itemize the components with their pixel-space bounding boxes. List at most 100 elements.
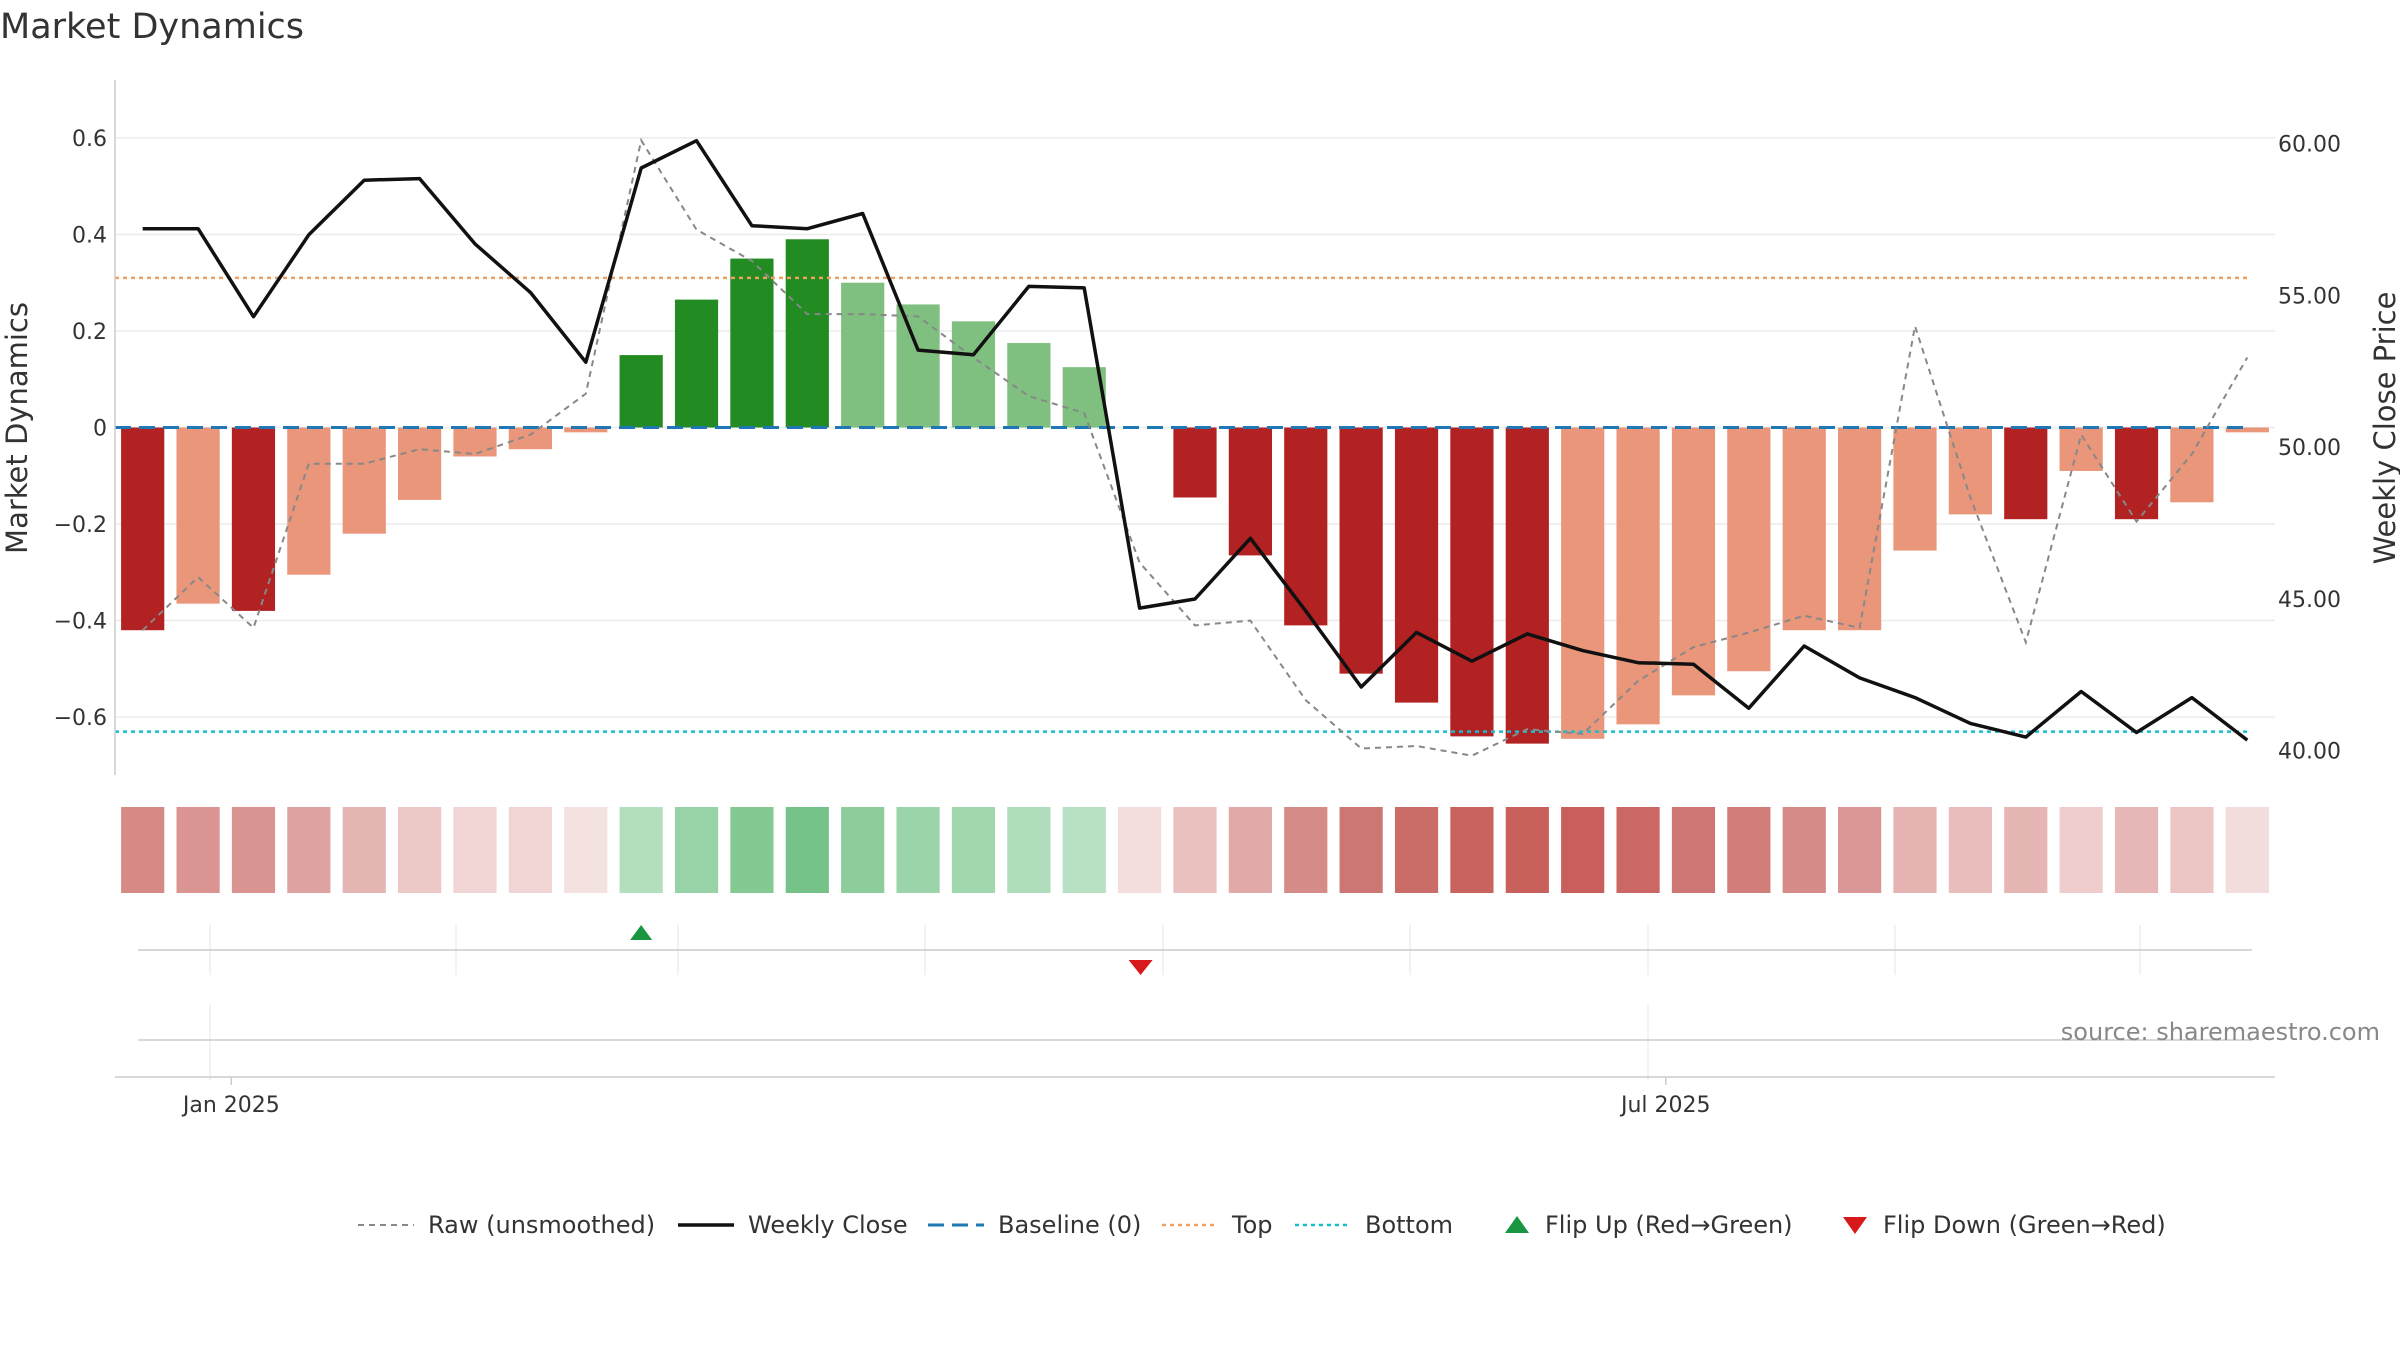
y-left-tick-label: −0.2 xyxy=(54,513,107,538)
weekly-close-line xyxy=(142,138,2249,742)
grid-lines xyxy=(115,137,2275,1080)
heat-cell xyxy=(1173,807,1217,893)
heat-cell xyxy=(508,807,552,893)
legend-flip-up-symbol xyxy=(1505,1216,1529,1233)
heat-cell xyxy=(231,807,276,893)
bar xyxy=(1782,427,1826,631)
y-axis-right-title: Weekly Close Price xyxy=(2368,292,2400,565)
bar xyxy=(1284,427,1328,626)
y-left-tick-label: 0 xyxy=(93,417,107,442)
bar xyxy=(231,427,276,611)
heat-cell xyxy=(1671,807,1716,893)
bar-series xyxy=(121,239,2269,744)
legend-label: Baseline (0) xyxy=(998,1211,1141,1239)
heat-cell xyxy=(619,807,663,893)
bar xyxy=(896,304,940,428)
bar xyxy=(398,427,442,500)
bar xyxy=(2170,427,2214,503)
bar xyxy=(1173,427,1217,498)
heat-cell xyxy=(1394,807,1439,893)
bar xyxy=(1893,427,1937,551)
flip-markers xyxy=(630,925,1153,975)
heat-cell xyxy=(2004,807,2048,893)
bar xyxy=(1616,427,1660,725)
heat-cell xyxy=(1561,807,1605,893)
legend-label: Flip Down (Green→Red) xyxy=(1883,1211,2166,1239)
y-right-tick-label: 40.00 xyxy=(2278,740,2341,765)
heat-cell xyxy=(674,807,719,893)
heat-cell xyxy=(1339,807,1383,893)
axes: 0.6 0.4 0.2 0 −0.2 −0.4 −0.6 60.00 55.00 50.00 45.… xyxy=(54,80,2341,1118)
raw-series-line xyxy=(142,137,2249,757)
heat-cell xyxy=(1007,807,1051,893)
line-series xyxy=(142,137,2249,757)
bar xyxy=(453,427,497,457)
bar xyxy=(1505,427,1549,744)
y-axis-left-title: Market Dynamics xyxy=(0,302,34,554)
bar xyxy=(841,282,885,428)
heat-cell xyxy=(1893,807,1937,893)
y-left-tick-label: 0.2 xyxy=(72,320,107,345)
bar xyxy=(730,258,774,428)
y-right-tick-label: 60.00 xyxy=(2278,133,2341,158)
heat-cell xyxy=(2170,807,2214,893)
heat-cell xyxy=(2059,807,2103,893)
bar xyxy=(1450,427,1494,737)
y-right-tick-label: 55.00 xyxy=(2278,284,2341,309)
reference-lines xyxy=(115,276,2250,733)
bar xyxy=(1561,427,1605,739)
bar xyxy=(2004,427,2048,520)
heat-cell xyxy=(841,807,885,893)
heat-cell xyxy=(1284,807,1328,893)
legend: Raw (unsmoothed) Weekly Close Baseline (0)… xyxy=(358,1211,2166,1239)
bar xyxy=(1727,427,1771,672)
heat-cell xyxy=(1228,807,1272,893)
legend-flip-down-symbol xyxy=(1843,1217,1867,1234)
heat-cell xyxy=(1782,807,1826,893)
bar xyxy=(1948,427,1992,515)
heat-cell xyxy=(951,807,996,893)
heat-cell xyxy=(2225,807,2269,893)
legend-label: Top xyxy=(1231,1211,1273,1239)
heat-cell xyxy=(2114,807,2159,893)
bar xyxy=(2059,427,2103,471)
bar xyxy=(674,299,719,428)
heat-cell xyxy=(398,807,442,893)
heat-cell xyxy=(730,807,774,893)
heat-strip xyxy=(121,807,2269,893)
y-right-tick-label: 50.00 xyxy=(2278,436,2341,461)
heat-cell xyxy=(176,807,220,893)
heat-cell xyxy=(342,807,386,893)
x-tick-label: Jul 2025 xyxy=(1619,1093,1711,1118)
heat-cell xyxy=(1118,807,1162,893)
bar xyxy=(564,427,608,433)
bar xyxy=(619,355,663,428)
bar xyxy=(1838,427,1882,631)
heat-cell xyxy=(1505,807,1549,893)
heat-cell xyxy=(1062,807,1106,893)
bar xyxy=(1671,427,1716,696)
heat-cell xyxy=(1727,807,1771,893)
bar xyxy=(785,239,829,428)
legend-label: Raw (unsmoothed) xyxy=(428,1211,655,1239)
bar xyxy=(2114,427,2159,520)
bar xyxy=(2225,427,2269,433)
chart-title: Market Dynamics xyxy=(0,7,304,47)
heat-cell xyxy=(564,807,608,893)
bar xyxy=(287,427,331,575)
bar xyxy=(1394,427,1439,703)
bar xyxy=(342,427,386,534)
heat-cell xyxy=(1948,807,1992,893)
bar xyxy=(508,427,552,450)
heat-cell xyxy=(785,807,829,893)
heat-cell xyxy=(287,807,331,893)
flip-up-marker xyxy=(630,925,653,940)
legend-label: Flip Up (Red→Green) xyxy=(1545,1211,1793,1239)
source-label: source: sharemaestro.com xyxy=(2061,1018,2380,1046)
legend-label: Bottom xyxy=(1365,1211,1453,1239)
y-left-tick-label: 0.6 xyxy=(72,127,107,152)
bar xyxy=(121,427,165,631)
flip-down-marker xyxy=(1128,960,1153,975)
y-left-tick-label: −0.6 xyxy=(54,706,107,731)
bar xyxy=(1228,427,1272,556)
